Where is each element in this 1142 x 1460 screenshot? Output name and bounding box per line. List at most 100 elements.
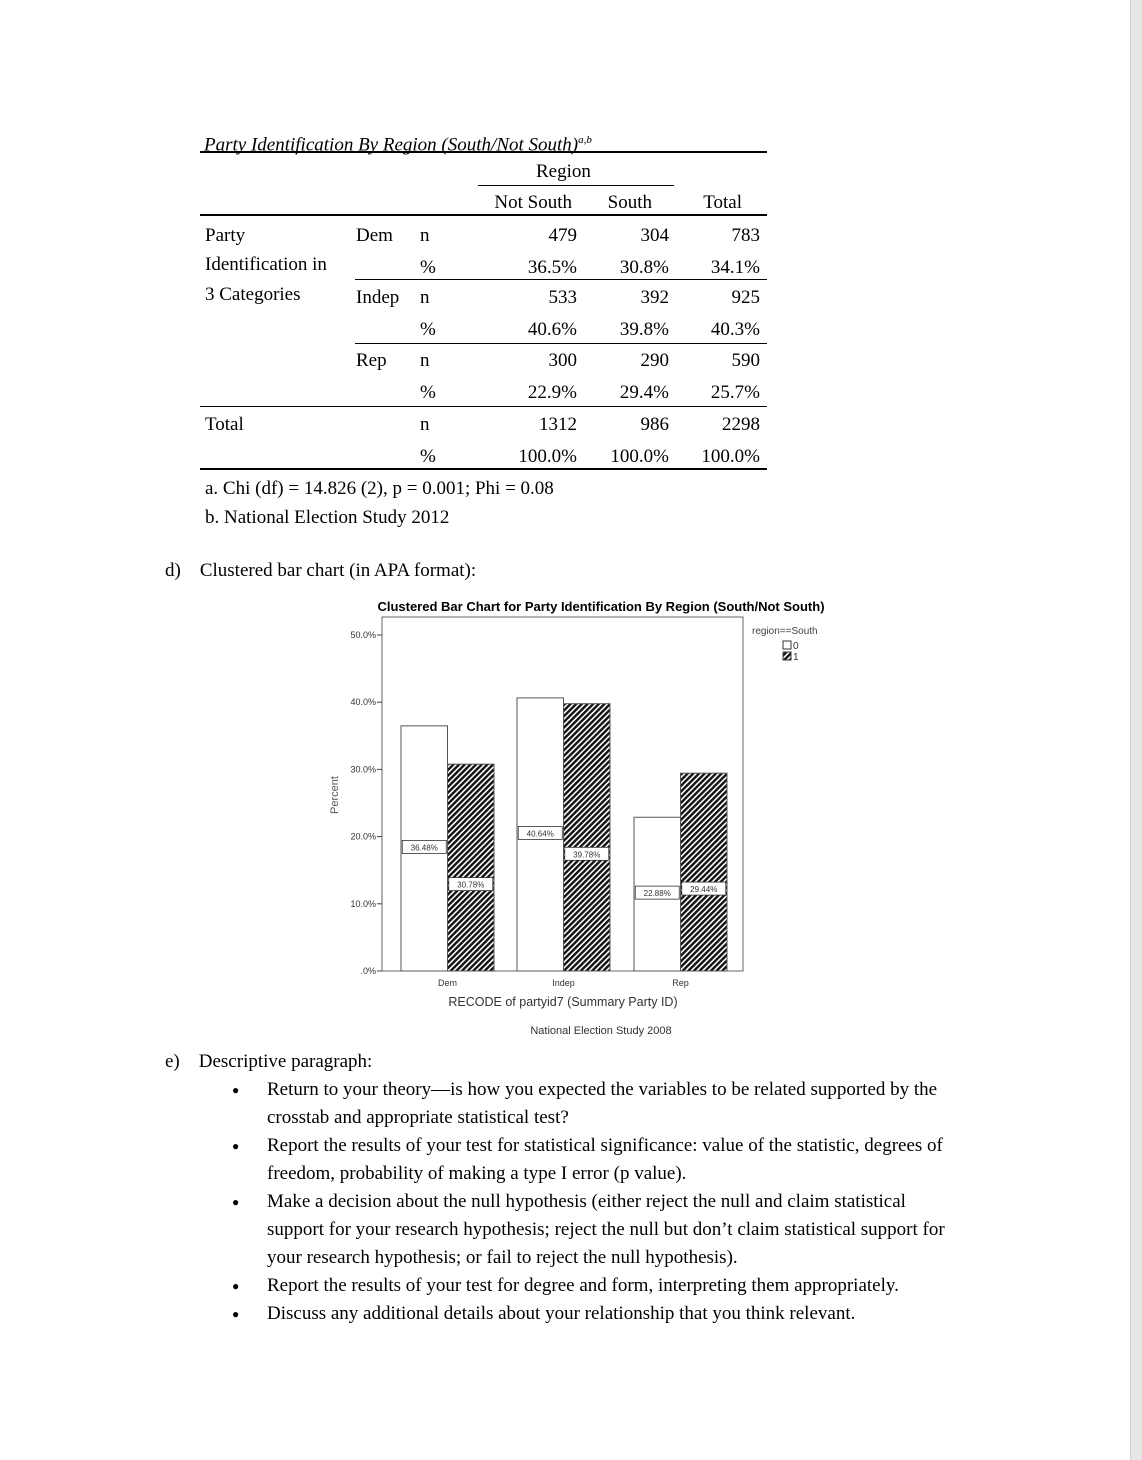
rule [355,343,767,344]
bullet-icon: ● [232,1279,240,1293]
table-cell: 2298 [722,414,760,435]
bullet-text: Make a decision about the null hypothesi… [267,1191,906,1212]
data-label: 39.78% [573,850,600,859]
bullet-icon: ● [232,1139,240,1153]
legend-label: 0 [793,641,799,652]
chart-title: Clustered Bar Chart for Party Identifica… [377,599,824,614]
bullet-text: freedom, probability of making a type I … [267,1163,687,1184]
table-cell: 100.0% [518,446,577,467]
row-stat-label: n [420,287,430,308]
page-edge [1130,0,1142,1460]
data-label-box [564,846,610,861]
table-cell: 25.7% [710,382,760,403]
total-label: Total [205,414,244,435]
table-cell: 34.1% [710,257,760,278]
row-stat-label: n [420,225,430,246]
bullet-text: Return to your theory—is how you expecte… [267,1079,938,1100]
section-d-heading: d) Clustered bar chart (in APA format): [165,560,477,581]
table-cell: 1312 [539,414,577,435]
y-tick-label: 10.0% [350,899,376,909]
row-label: Party [205,225,246,246]
y-tick-label: 30.0% [350,764,376,774]
data-label-box [681,881,727,896]
table-title: Party Identification By Region (South/No… [204,134,592,156]
table-note: a. Chi (df) = 14.826 (2), p = 0.001; Phi… [205,478,554,499]
col-header: South [607,192,652,213]
data-label-box [448,877,494,891]
row-group-label: Indep [356,287,400,308]
bullet-text: your research hypothesis; or fail to rej… [267,1247,738,1268]
bullet-text: Report the results of your test for degr… [267,1275,899,1296]
row-label: 3 Categories [205,284,301,305]
table-cell: 30.8% [619,257,669,278]
table-cell: 986 [640,414,670,435]
row-stat-label: % [420,446,436,467]
rule [478,185,674,186]
table-cell: 29.4% [619,382,669,403]
table-cell: 304 [640,225,670,246]
table-cell: 36.5% [527,257,577,278]
table-cell: 533 [548,287,578,308]
table-cell: 590 [731,350,761,371]
table-cell: 22.9% [527,382,577,403]
table-cell: 100.0% [610,446,669,467]
table-cell: 290 [640,350,670,371]
rule [200,151,767,153]
data-label-box [517,826,563,840]
bar-dem-series-1 [447,763,495,972]
data-label-box [634,885,680,900]
legend-swatch [782,640,792,650]
row-stat-label: % [420,382,436,403]
table-cell: 300 [548,350,578,371]
bullet-text: support for your research hypothesis; re… [267,1219,945,1240]
row-stat-label: % [420,319,436,340]
rule [200,214,767,216]
table-cell: 392 [640,287,670,308]
table-cell: 40.3% [710,319,760,340]
row-label: Identification in [205,254,327,275]
table-cell: 925 [731,287,761,308]
bar-indep-series-1 [563,703,611,972]
table-cell: 783 [731,225,761,246]
bullet-icon: ● [232,1307,240,1321]
x-tick-label: Rep [672,978,689,988]
y-tick-label: .0% [360,966,376,976]
bar-rep-series-1 [680,772,728,972]
bullet-text: Report the results of your test for stat… [267,1135,943,1156]
data-label: 29.44% [690,885,717,894]
bar-chart: Clustered Bar Chart for Party Identifica… [329,599,825,1037]
rule [200,406,767,407]
col-header: Not South [494,192,572,213]
data-label: 36.48% [411,843,438,852]
bullet-icon: ● [232,1083,240,1097]
legend-title: region==South [752,626,818,637]
rule [355,279,767,280]
rule [200,468,767,470]
legend-swatch [782,651,792,661]
y-axis-label: Percent [329,776,341,814]
bullet-text: crosstab and appropriate statistical tes… [267,1107,569,1128]
bullet-icon: ● [232,1195,240,1209]
row-group-label: Dem [356,225,393,246]
table-cell: 40.6% [527,319,577,340]
legend-label: 1 [793,652,799,663]
table-cell: 479 [548,225,578,246]
col-header: Total [703,192,742,213]
spanner-region: Region [536,161,591,182]
data-label: 30.78% [457,881,484,890]
table-note: b. National Election Study 2012 [205,507,450,528]
row-stat-label: n [420,414,430,435]
section-e-heading: e) Descriptive paragraph: [165,1051,373,1072]
table-cell: 100.0% [701,446,760,467]
data-label-box [401,840,447,854]
bullet-text: Discuss any additional details about you… [267,1303,856,1324]
y-tick-label: 50.0% [350,630,376,640]
y-tick-label: 20.0% [350,832,376,842]
table-cell: 39.8% [619,319,669,340]
row-stat-label: % [420,257,436,278]
data-label: 40.64% [527,829,554,838]
data-label: 22.88% [644,889,671,898]
x-tick-label: Dem [438,978,457,988]
x-axis-label: RECODE of partyid7 (Summary Party ID) [448,995,677,1009]
